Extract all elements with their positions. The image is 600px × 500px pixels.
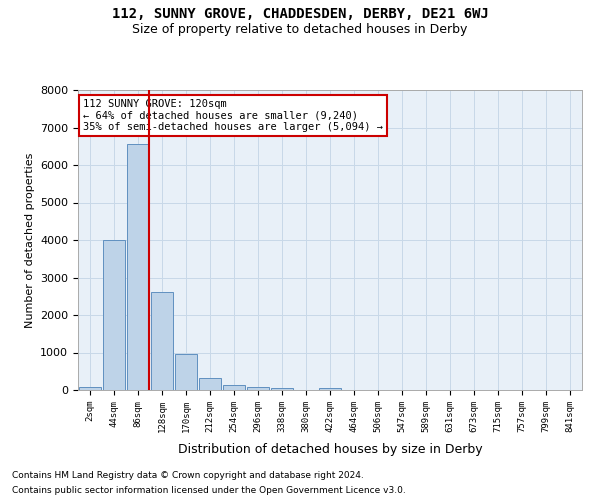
- Bar: [175, 354, 197, 390]
- Bar: [223, 385, 245, 390]
- Text: 112, SUNNY GROVE, CHADDESDEN, DERBY, DE21 6WJ: 112, SUNNY GROVE, CHADDESDEN, DERBY, DE2…: [112, 8, 488, 22]
- Bar: [319, 388, 341, 390]
- Bar: [103, 240, 125, 390]
- Bar: [271, 388, 293, 390]
- Text: Size of property relative to detached houses in Derby: Size of property relative to detached ho…: [133, 22, 467, 36]
- Bar: [151, 292, 173, 390]
- Bar: [199, 378, 221, 390]
- Text: Contains HM Land Registry data © Crown copyright and database right 2024.: Contains HM Land Registry data © Crown c…: [12, 471, 364, 480]
- Text: 112 SUNNY GROVE: 120sqm
← 64% of detached houses are smaller (9,240)
35% of semi: 112 SUNNY GROVE: 120sqm ← 64% of detache…: [83, 99, 383, 132]
- Text: Distribution of detached houses by size in Derby: Distribution of detached houses by size …: [178, 442, 482, 456]
- Y-axis label: Number of detached properties: Number of detached properties: [25, 152, 35, 328]
- Bar: [247, 387, 269, 390]
- Bar: [79, 388, 101, 390]
- Text: Contains public sector information licensed under the Open Government Licence v3: Contains public sector information licen…: [12, 486, 406, 495]
- Bar: [127, 144, 149, 390]
